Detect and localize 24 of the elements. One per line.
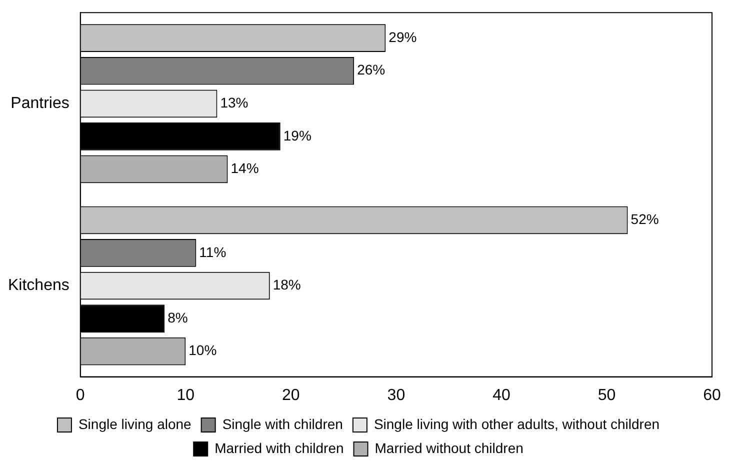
x-tick-label: 60	[703, 386, 721, 404]
y-tick-label: Pantries	[10, 95, 70, 112]
x-tick-label: 20	[282, 386, 300, 404]
data-label: 19%	[283, 127, 312, 144]
x-tick-label: 50	[598, 386, 616, 404]
data-label: 26%	[357, 62, 386, 78]
x-tick-label: 10	[176, 386, 195, 404]
data-label: 18%	[272, 276, 301, 293]
x-tick-label: 40	[492, 386, 510, 404]
legend-label: Married without children	[374, 440, 524, 456]
data-label: 29%	[388, 28, 417, 45]
data-label: 52%	[630, 211, 659, 228]
x-tick-label: 0	[76, 386, 85, 404]
data-label: 11%	[199, 244, 226, 260]
data-label: 8%	[168, 309, 188, 326]
x-tick-label: 30	[387, 386, 406, 404]
data-label: 14%	[230, 160, 259, 176]
data-label: 13%	[220, 94, 248, 111]
legend-label: Married with children	[214, 440, 344, 456]
y-tick-label: Kitchens	[8, 277, 70, 294]
legend-label: Single living alone	[78, 416, 192, 432]
data-label: 10%	[188, 342, 217, 358]
legend-label: Single living with other adults, without children	[374, 416, 660, 432]
legend-label: Single with children	[222, 416, 343, 432]
